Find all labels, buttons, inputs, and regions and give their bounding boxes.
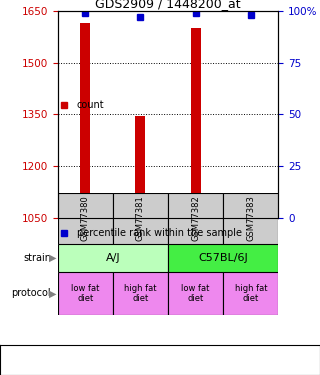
Text: C57BL/6J: C57BL/6J: [198, 253, 248, 263]
Bar: [223, 272, 278, 315]
Bar: [191, 28, 201, 218]
Text: protocol: protocol: [12, 288, 51, 298]
Bar: [113, 272, 168, 315]
Bar: [223, 193, 278, 244]
Text: count: count: [77, 100, 104, 110]
Bar: [80, 23, 90, 218]
Text: high fat
diet: high fat diet: [235, 284, 267, 303]
Bar: [135, 116, 145, 218]
Text: low fat
diet: low fat diet: [181, 284, 210, 303]
Bar: [168, 193, 223, 244]
Text: A/J: A/J: [106, 253, 120, 263]
Bar: [113, 193, 168, 244]
Text: percentile rank within the sample: percentile rank within the sample: [77, 228, 242, 237]
Text: high fat
diet: high fat diet: [124, 284, 157, 303]
Text: ▶: ▶: [49, 288, 56, 298]
Bar: [168, 272, 223, 315]
Bar: [246, 212, 256, 217]
Text: GSM77382: GSM77382: [191, 196, 200, 242]
Text: strain: strain: [23, 253, 51, 263]
Bar: [168, 244, 278, 272]
Title: GDS2909 / 1448200_at: GDS2909 / 1448200_at: [95, 0, 241, 10]
Text: low fat
diet: low fat diet: [71, 284, 100, 303]
Text: GSM77383: GSM77383: [246, 195, 255, 242]
Text: ▶: ▶: [49, 253, 56, 263]
Bar: [58, 272, 113, 315]
Text: GSM77380: GSM77380: [81, 196, 90, 242]
Bar: [58, 244, 168, 272]
Text: GSM77381: GSM77381: [136, 196, 145, 242]
Bar: [58, 193, 113, 244]
